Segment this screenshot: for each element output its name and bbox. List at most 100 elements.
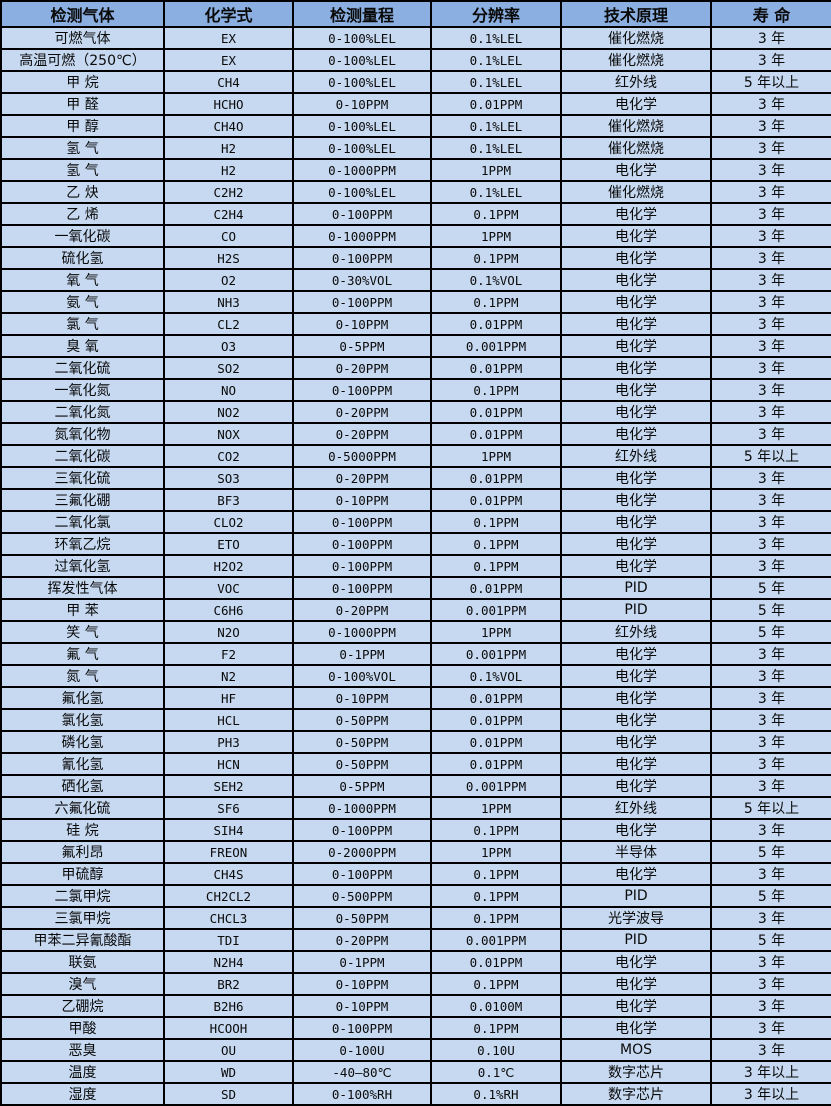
table-row: 联氨 N2H4 0-1PPM 0.01PPM 电化学 3 年 [0,950,831,974]
table-row: 氰化氢 HCN 0-50PPM 0.01PPM 电化学 3 年 [0,752,831,776]
cell-lifespan: 5 年以上 [710,796,831,820]
cell-gas-name: 氧 气 [0,268,165,292]
cell-gas-name: 二氧化硫 [0,356,165,380]
header-gas-name: 检测气体 [0,0,165,28]
cell-technology: 电化学 [560,972,712,996]
table-row: 溴气 BR2 0-10PPM 0.1PPM 电化学 3 年 [0,972,831,996]
table-row: 甲 烷 CH4 0-100%LEL 0.1%LEL 红外线 5 年以上 [0,70,831,94]
cell-technology: 催化燃烧 [560,136,712,160]
cell-technology: 电化学 [560,400,712,424]
table-row: 氟化氢 HF 0-10PPM 0.01PPM 电化学 3 年 [0,686,831,710]
cell-gas-name: 氟化氢 [0,686,165,710]
cell-lifespan: 3 年 [710,422,831,446]
cell-resolution: 0.1PPM [430,972,562,996]
cell-lifespan: 3 年 [710,202,831,226]
cell-chemical-formula: NOX [163,422,294,446]
cell-chemical-formula: VOC [163,576,294,600]
cell-resolution: 0.1PPM [430,554,562,578]
cell-chemical-formula: TDI [163,928,294,952]
cell-chemical-formula: PH3 [163,730,294,754]
cell-gas-name: 高温可燃（250℃） [0,48,165,72]
table-row: 过氧化氢 H2O2 0-100PPM 0.1PPM 电化学 3 年 [0,554,831,578]
cell-detection-range: 0-50PPM [292,708,432,732]
table-row: 氯 气 CL2 0-10PPM 0.01PPM 电化学 3 年 [0,312,831,336]
cell-detection-range: 0-100PPM [292,378,432,402]
cell-chemical-formula: F2 [163,642,294,666]
cell-chemical-formula: WD [163,1060,294,1084]
cell-lifespan: 3 年 [710,224,831,248]
cell-gas-name: 甲 苯 [0,598,165,622]
cell-lifespan: 5 年以上 [710,444,831,468]
cell-lifespan: 3 年 [710,312,831,336]
cell-lifespan: 3 年 [710,356,831,380]
cell-detection-range: 0-20PPM [292,928,432,952]
cell-detection-range: 0-100%LEL [292,48,432,72]
cell-chemical-formula: EX [163,48,294,72]
cell-technology: 电化学 [560,532,712,556]
cell-chemical-formula: N2O [163,620,294,644]
cell-detection-range: 0-100PPM [292,554,432,578]
cell-lifespan: 3 年 [710,114,831,138]
cell-gas-name: 氯化氢 [0,708,165,732]
cell-gas-name: 氯 气 [0,312,165,336]
cell-lifespan: 3 年 [710,532,831,556]
table-body: 可燃气体 EX 0-100%LEL 0.1%LEL 催化燃烧 3 年高温可燃（250℃） E… [0,26,831,1106]
cell-gas-name: 甲 醛 [0,92,165,116]
cell-technology: 电化学 [560,488,712,512]
cell-detection-range: 0-100PPM [292,246,432,270]
cell-resolution: 0.1℃ [430,1060,562,1084]
cell-chemical-formula: C2H2 [163,180,294,204]
table-row: 一氧化氮 NO 0-100PPM 0.1PPM 电化学 3 年 [0,378,831,402]
cell-chemical-formula: CH2CL2 [163,884,294,908]
cell-lifespan: 3 年 [710,862,831,886]
cell-gas-name: 三氯甲烷 [0,906,165,930]
table-row: 三氟化硼 BF3 0-10PPM 0.01PPM 电化学 3 年 [0,488,831,512]
table-row: 甲 苯 C6H6 0-20PPM 0.001PPM PID 5 年 [0,598,831,622]
cell-gas-name: 六氟化硫 [0,796,165,820]
cell-lifespan: 3 年 [710,1016,831,1040]
cell-technology: 电化学 [560,730,712,754]
cell-gas-name: 臭 氧 [0,334,165,358]
cell-chemical-formula: SF6 [163,796,294,820]
cell-chemical-formula: CLO2 [163,510,294,534]
cell-chemical-formula: O2 [163,268,294,292]
cell-chemical-formula: N2H4 [163,950,294,974]
cell-technology: 电化学 [560,202,712,226]
cell-lifespan: 3 年 [710,246,831,270]
table-row: 乙 烯 C2H4 0-100PPM 0.1PPM 电化学 3 年 [0,202,831,226]
cell-chemical-formula: CH4S [163,862,294,886]
cell-gas-name: 笑 气 [0,620,165,644]
cell-resolution: 1PPM [430,840,562,864]
cell-technology: 电化学 [560,334,712,358]
cell-technology: 电化学 [560,818,712,842]
cell-resolution: 0.1PPM [430,532,562,556]
cell-detection-range: 0-50PPM [292,906,432,930]
cell-detection-range: 0-10PPM [292,994,432,1018]
header-technology: 技术原理 [560,0,712,28]
cell-detection-range: 0-10PPM [292,686,432,710]
cell-detection-range: 0-100PPM [292,290,432,314]
header-chemical-formula: 化学式 [163,0,294,28]
cell-technology: 电化学 [560,950,712,974]
cell-gas-name: 联氨 [0,950,165,974]
cell-technology: PID [560,576,712,600]
table-header-row: 检测气体 化学式 检测量程 分辨率 技术原理 寿 命 [0,0,831,28]
cell-resolution: 0.1PPM [430,862,562,886]
table-row: 氧 气 O2 0-30%VOL 0.1%VOL 电化学 3 年 [0,268,831,292]
cell-chemical-formula: HCOOH [163,1016,294,1040]
cell-lifespan: 5 年 [710,840,831,864]
cell-lifespan: 5 年 [710,576,831,600]
cell-chemical-formula: C6H6 [163,598,294,622]
cell-chemical-formula: CH4 [163,70,294,94]
cell-detection-range: 0-100PPM [292,862,432,886]
cell-gas-name: 可燃气体 [0,26,165,50]
table-row: 臭 氧 O3 0-5PPM 0.001PPM 电化学 3 年 [0,334,831,358]
cell-lifespan: 5 年 [710,620,831,644]
cell-resolution: 0.001PPM [430,774,562,798]
cell-resolution: 0.01PPM [430,730,562,754]
cell-technology: 电化学 [560,92,712,116]
cell-gas-name: 氢 气 [0,158,165,182]
header-resolution: 分辨率 [430,0,562,28]
cell-resolution: 0.1%VOL [430,268,562,292]
